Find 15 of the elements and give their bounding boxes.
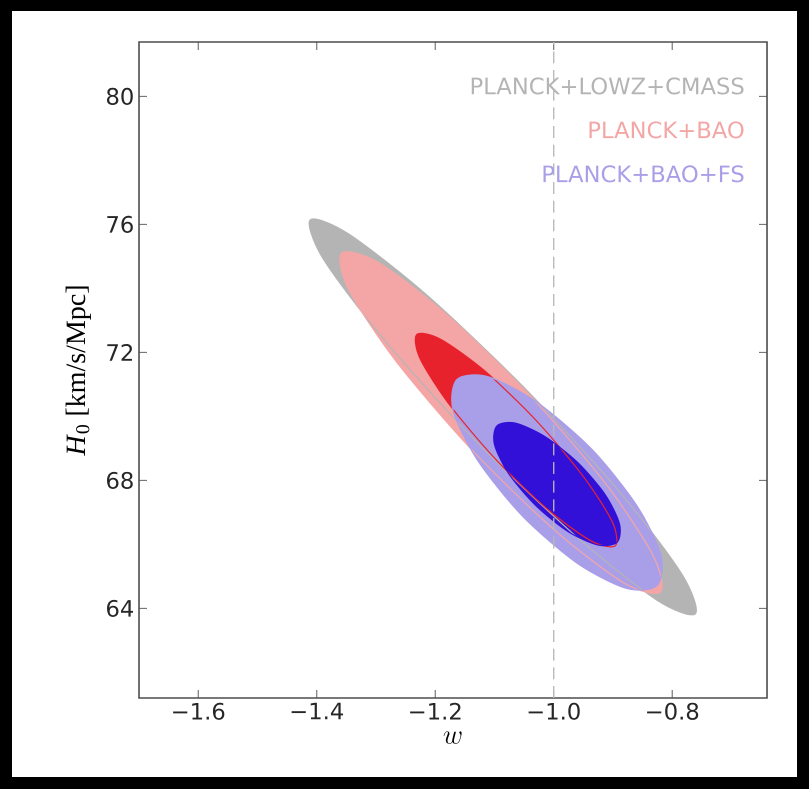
y-tick-label: 80	[107, 88, 133, 105]
x-tick-label: −1.6	[173, 702, 224, 720]
y-tick-label: 64	[107, 600, 134, 617]
x-tick-label: −0.8	[647, 702, 698, 720]
y-tick-label: 68	[107, 472, 133, 489]
y-axis-title: H$_{0}$ [km/s/Mpc]	[66, 286, 91, 456]
x-axis-title: $w$	[444, 731, 462, 744]
x-tick-label: −1.2	[410, 702, 460, 720]
y-tick-label: 76	[107, 216, 133, 233]
text: PLANCK+LOWZ+CMASS	[472, 77, 744, 95]
x-tick-label: −1.4	[292, 702, 343, 720]
y-tick-label: 72	[107, 344, 132, 361]
x-tick-label: −1.0	[528, 702, 580, 720]
text: PLANCK+BAO	[590, 121, 744, 138]
text: PLANCK+BAO+FS	[543, 165, 744, 182]
